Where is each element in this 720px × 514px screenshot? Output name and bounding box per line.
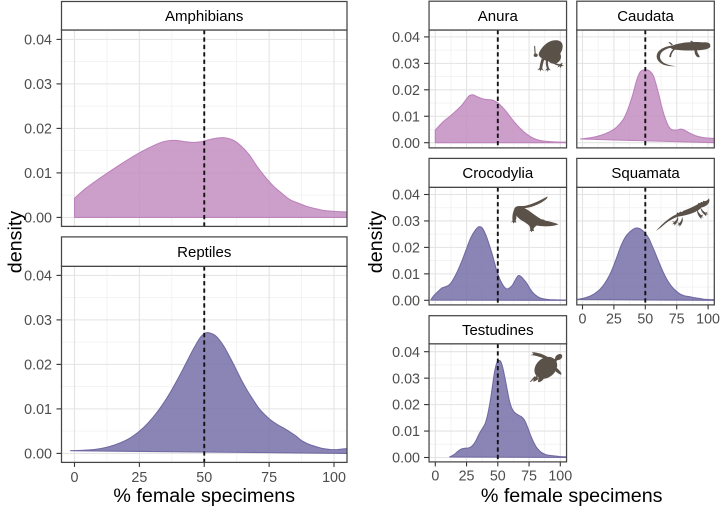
svg-text:0.04: 0.04 [24, 269, 52, 285]
svg-text:0.02: 0.02 [24, 358, 52, 374]
svg-text:100: 100 [696, 312, 720, 328]
svg-text:0.01: 0.01 [392, 267, 420, 283]
svg-text:75: 75 [261, 470, 277, 486]
svg-text:0.02: 0.02 [24, 122, 52, 138]
svg-text:0.02: 0.02 [392, 83, 420, 99]
svg-text:Reptiles: Reptiles [177, 244, 231, 261]
svg-text:0: 0 [431, 468, 439, 484]
svg-text:50: 50 [637, 312, 653, 328]
svg-text:0.02: 0.02 [392, 398, 420, 414]
svg-text:0.01: 0.01 [24, 166, 52, 182]
svg-text:% female specimens: % female specimens [481, 485, 663, 507]
svg-text:50: 50 [490, 468, 506, 484]
svg-text:0.04: 0.04 [24, 33, 52, 49]
svg-text:0.00: 0.00 [392, 136, 420, 152]
svg-text:0.03: 0.03 [392, 371, 420, 387]
svg-text:0.01: 0.01 [392, 424, 420, 440]
svg-text:Amphibians: Amphibians [165, 8, 243, 25]
svg-text:0.03: 0.03 [24, 77, 52, 93]
svg-text:0: 0 [71, 470, 79, 486]
svg-text:25: 25 [131, 470, 147, 486]
svg-text:Anura: Anura [478, 8, 519, 25]
svg-text:Crocodylia: Crocodylia [462, 165, 534, 182]
svg-text:0.03: 0.03 [392, 214, 420, 230]
svg-text:50: 50 [196, 470, 212, 486]
svg-text:75: 75 [521, 468, 537, 484]
svg-text:0: 0 [579, 312, 587, 328]
svg-text:0.00: 0.00 [24, 211, 52, 227]
svg-text:0.00: 0.00 [24, 447, 52, 463]
svg-text:0.04: 0.04 [392, 30, 420, 46]
svg-text:0.04: 0.04 [392, 188, 420, 204]
svg-text:0.03: 0.03 [24, 313, 52, 329]
svg-text:0.01: 0.01 [24, 402, 52, 418]
svg-text:0.00: 0.00 [392, 293, 420, 309]
svg-text:0.00: 0.00 [392, 451, 420, 467]
svg-text:Caudata: Caudata [617, 8, 674, 25]
svg-text:0.02: 0.02 [392, 241, 420, 257]
svg-text:100: 100 [548, 468, 572, 484]
svg-text:density: density [5, 211, 27, 274]
svg-text:Squamata: Squamata [611, 165, 680, 182]
svg-text:% female specimens: % female specimens [113, 485, 295, 507]
svg-text:0.04: 0.04 [392, 345, 420, 361]
svg-text:0.03: 0.03 [392, 56, 420, 72]
svg-text:0.01: 0.01 [392, 109, 420, 125]
svg-text:75: 75 [669, 312, 685, 328]
svg-text:density: density [365, 211, 387, 274]
svg-text:25: 25 [606, 312, 622, 328]
svg-text:100: 100 [322, 470, 346, 486]
svg-text:25: 25 [459, 468, 475, 484]
svg-text:Testudines: Testudines [462, 322, 534, 339]
